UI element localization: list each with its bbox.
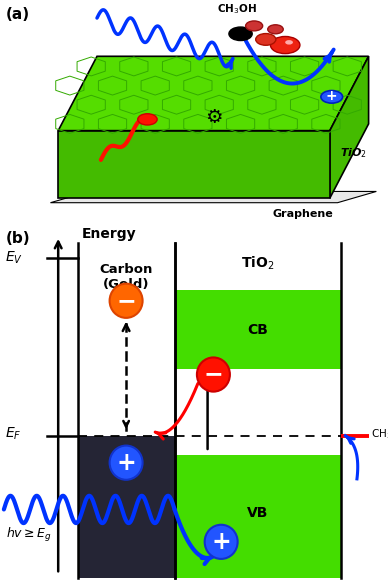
Text: TiO$_2$: TiO$_2$ bbox=[340, 146, 367, 160]
Text: (a): (a) bbox=[6, 7, 30, 22]
Circle shape bbox=[321, 91, 343, 103]
Bar bbox=[78, 436, 175, 578]
Text: +: + bbox=[326, 90, 338, 104]
Text: VB: VB bbox=[247, 506, 269, 520]
Ellipse shape bbox=[110, 446, 143, 480]
Ellipse shape bbox=[197, 357, 230, 391]
Circle shape bbox=[270, 36, 300, 54]
Circle shape bbox=[246, 21, 263, 31]
Text: −: − bbox=[116, 289, 136, 313]
Circle shape bbox=[268, 25, 283, 34]
Circle shape bbox=[256, 33, 276, 45]
Polygon shape bbox=[50, 191, 376, 203]
Text: CB: CB bbox=[248, 322, 268, 336]
Ellipse shape bbox=[205, 525, 238, 559]
Text: $E_V$: $E_V$ bbox=[5, 249, 23, 266]
Text: (b): (b) bbox=[6, 230, 30, 246]
Text: $hv$$\geq$$E_g$: $hv$$\geq$$E_g$ bbox=[6, 526, 52, 544]
Text: Carbon
(Gold): Carbon (Gold) bbox=[99, 263, 153, 291]
Circle shape bbox=[285, 40, 293, 44]
Text: $E_F$: $E_F$ bbox=[5, 426, 22, 442]
Polygon shape bbox=[330, 56, 369, 198]
Text: CH$_3$OH: CH$_3$OH bbox=[217, 2, 256, 16]
Text: TiO$_2$: TiO$_2$ bbox=[241, 254, 275, 271]
Ellipse shape bbox=[110, 284, 143, 318]
Circle shape bbox=[229, 27, 252, 40]
Polygon shape bbox=[58, 130, 330, 198]
Text: Energy: Energy bbox=[81, 227, 136, 241]
Text: −: − bbox=[204, 363, 223, 387]
Text: +: + bbox=[211, 530, 231, 554]
Text: Graphene: Graphene bbox=[272, 209, 333, 219]
Text: CH$_3$OH/CO$_2$: CH$_3$OH/CO$_2$ bbox=[371, 427, 388, 441]
Text: ⚙: ⚙ bbox=[204, 108, 222, 126]
Bar bbox=[175, 290, 341, 369]
Text: +: + bbox=[116, 450, 136, 474]
Bar bbox=[175, 456, 341, 578]
Polygon shape bbox=[58, 56, 369, 130]
Circle shape bbox=[138, 113, 157, 125]
